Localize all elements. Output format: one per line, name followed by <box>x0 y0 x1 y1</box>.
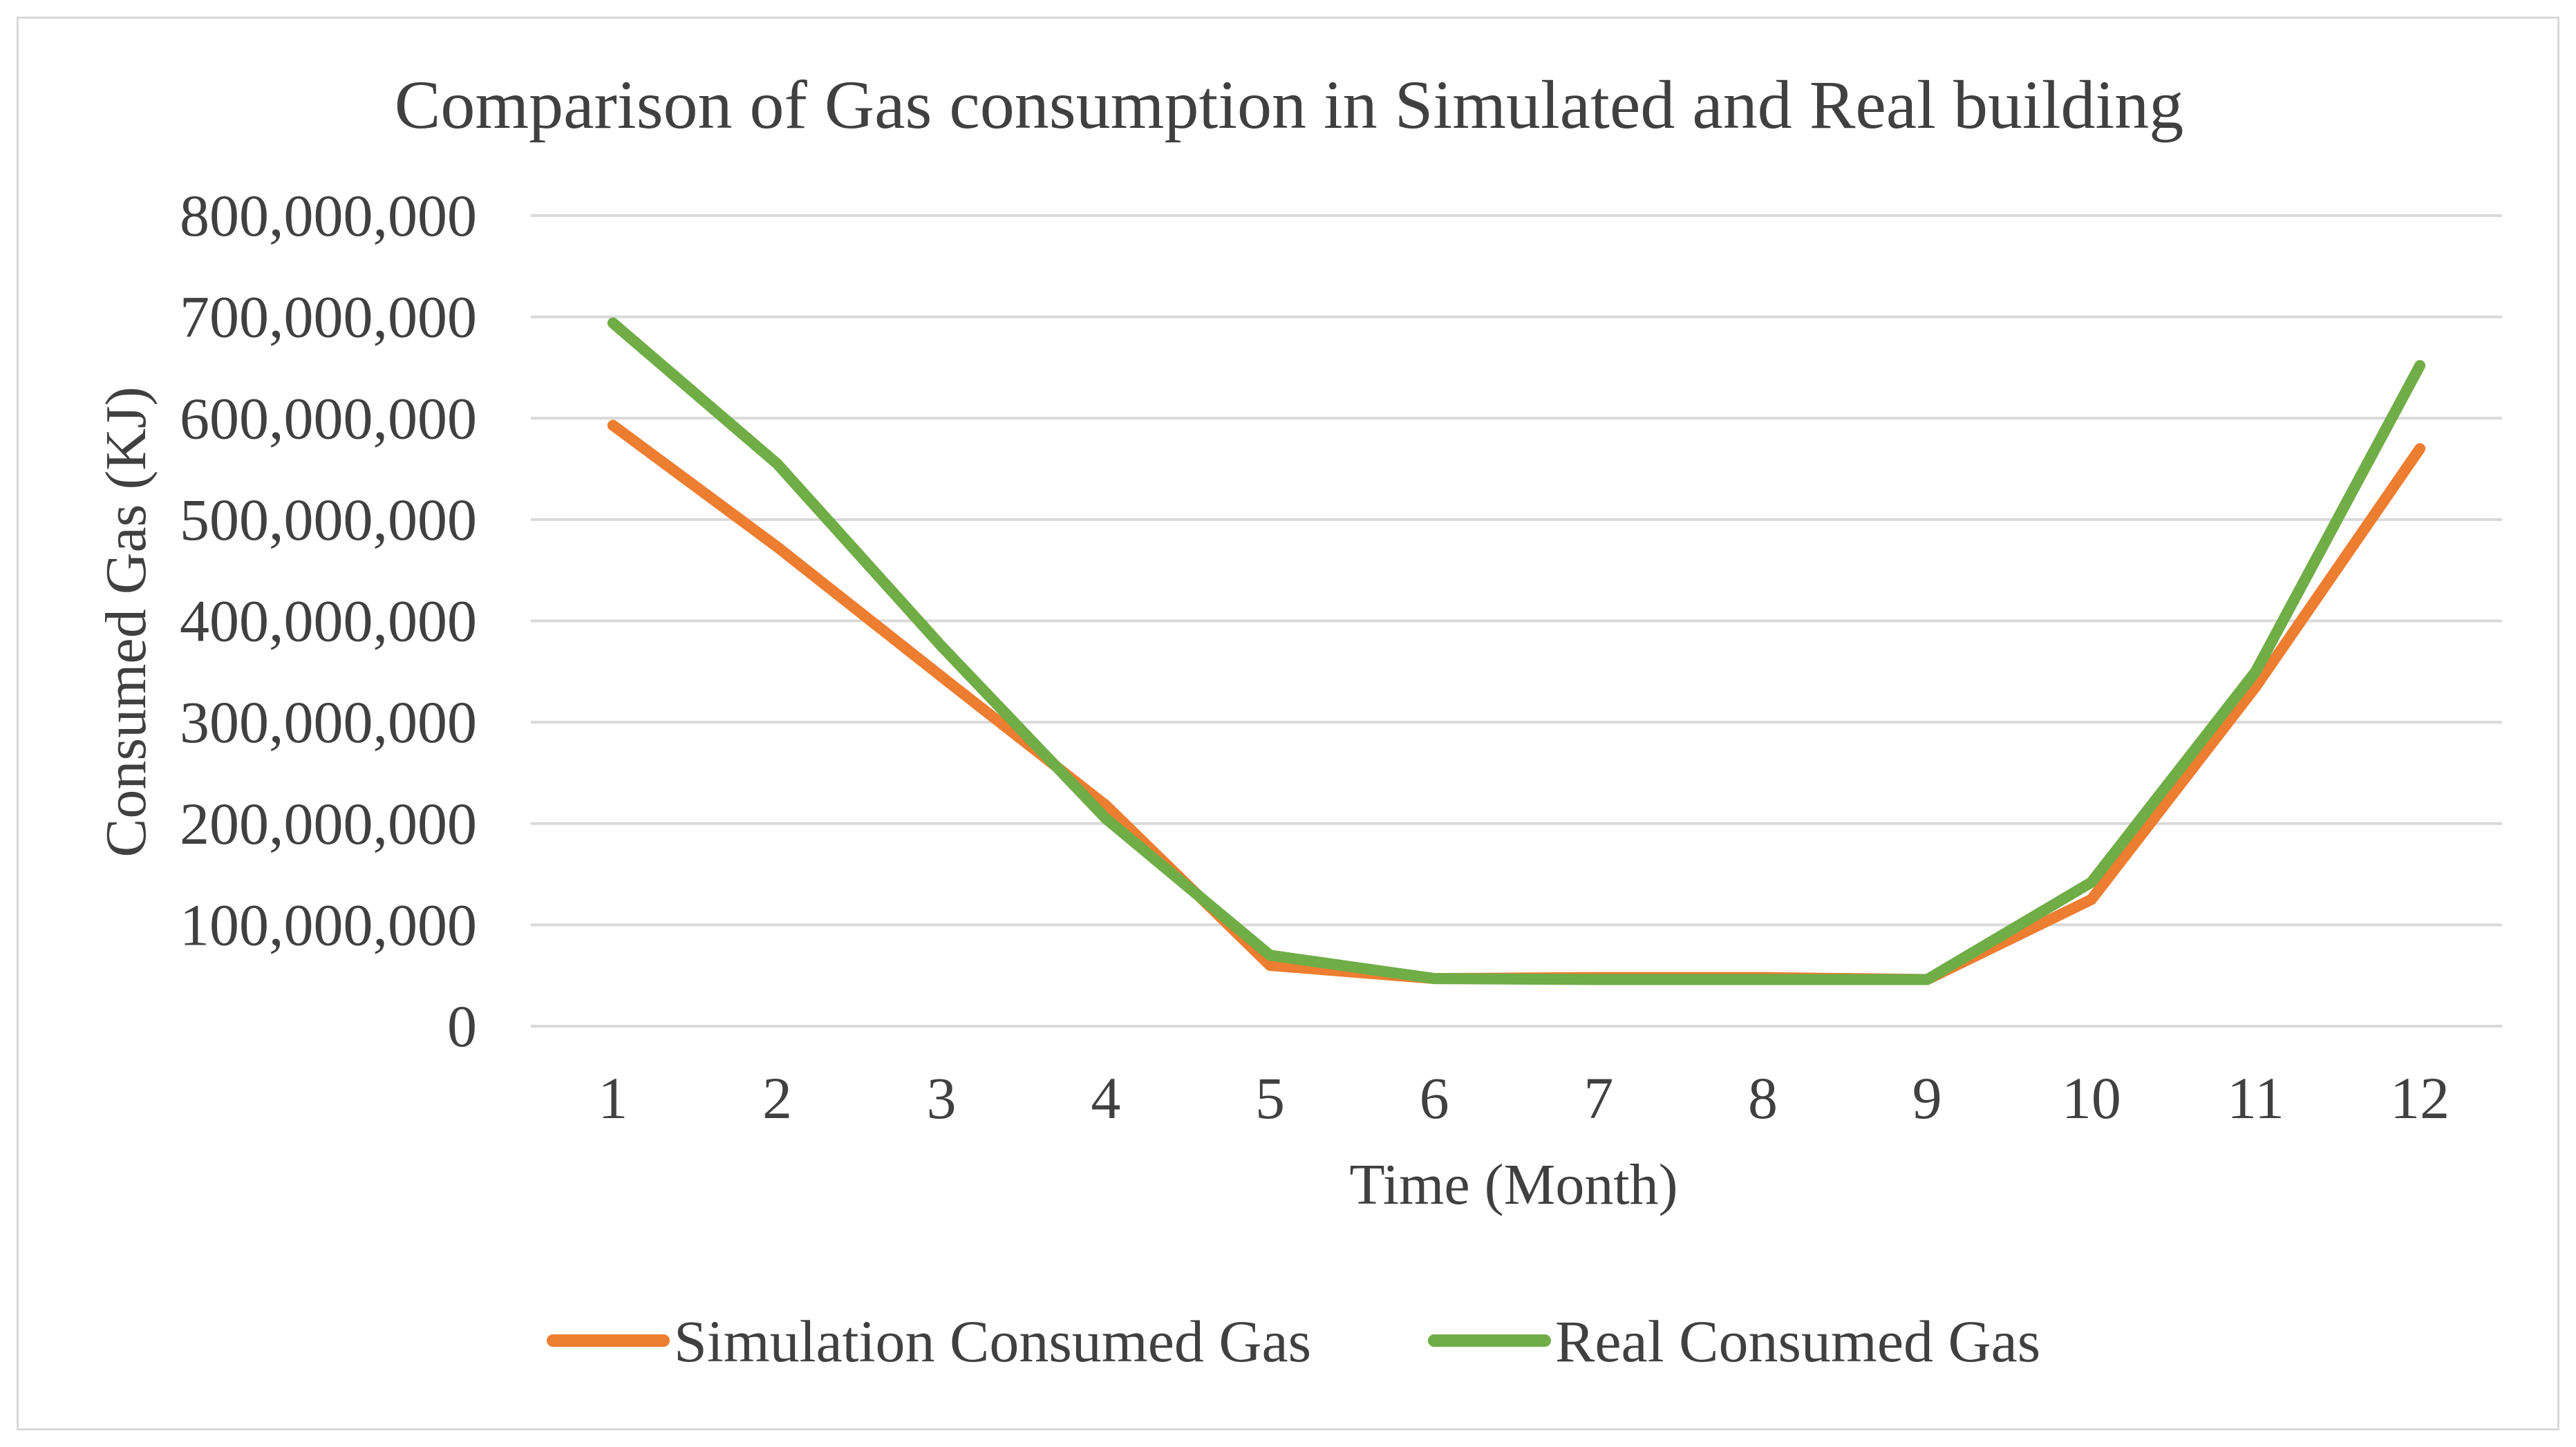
y-tick-label: 800,000,000 <box>180 182 477 249</box>
x-tick-label: 10 <box>2062 1065 2121 1131</box>
x-tick-label: 6 <box>1420 1065 1449 1131</box>
x-tick-label: 1 <box>598 1065 628 1131</box>
series-lines <box>607 317 2426 985</box>
x-axis-label: Time (Month) <box>1349 1153 1677 1217</box>
y-axis-label: Consumed Gas (KJ) <box>94 386 158 857</box>
gridlines <box>531 214 2502 1028</box>
x-tick-label: 12 <box>2390 1065 2450 1131</box>
x-tick-label: 9 <box>1912 1065 1942 1131</box>
y-tick-label: 400,000,000 <box>180 588 477 654</box>
y-tick-label: 100,000,000 <box>180 891 477 958</box>
x-tick-label: 4 <box>1091 1065 1120 1131</box>
y-tick-label: 500,000,000 <box>180 486 477 553</box>
y-tick-label: 600,000,000 <box>180 385 477 451</box>
y-tick-label: 700,000,000 <box>180 284 477 350</box>
y-tick-label: 0 <box>447 993 477 1059</box>
series-line-real <box>607 317 2426 985</box>
y-tick-label: 300,000,000 <box>180 689 477 755</box>
x-tick-label: 3 <box>927 1065 957 1131</box>
x-tick-label: 11 <box>2227 1065 2284 1131</box>
x-tick-label: 2 <box>762 1065 792 1131</box>
legend: Simulation Consumed Gas Real Consumed Gas <box>547 1308 2040 1374</box>
chart-title: Comparison of Gas consumption in Simulat… <box>395 66 2184 143</box>
y-tick-label: 200,000,000 <box>180 791 477 857</box>
legend-label: Real Consumed Gas <box>1555 1308 2040 1374</box>
series-line-simulation <box>607 419 2426 985</box>
x-tick-label: 7 <box>1583 1065 1613 1131</box>
legend-label: Simulation Consumed Gas <box>674 1308 1311 1374</box>
x-tick-label: 8 <box>1748 1065 1778 1131</box>
x-tick-label: 5 <box>1255 1065 1285 1131</box>
x-axis-ticks: 1 2 3 4 5 6 7 8 9 10 11 12 <box>598 1065 2450 1131</box>
y-axis-ticks: 0 100,000,000 200,000,000 300,000,000 400,00… <box>180 182 477 1059</box>
